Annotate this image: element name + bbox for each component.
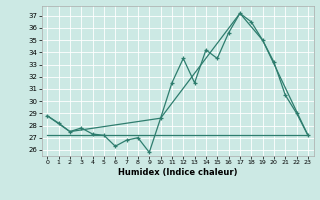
X-axis label: Humidex (Indice chaleur): Humidex (Indice chaleur) bbox=[118, 168, 237, 177]
